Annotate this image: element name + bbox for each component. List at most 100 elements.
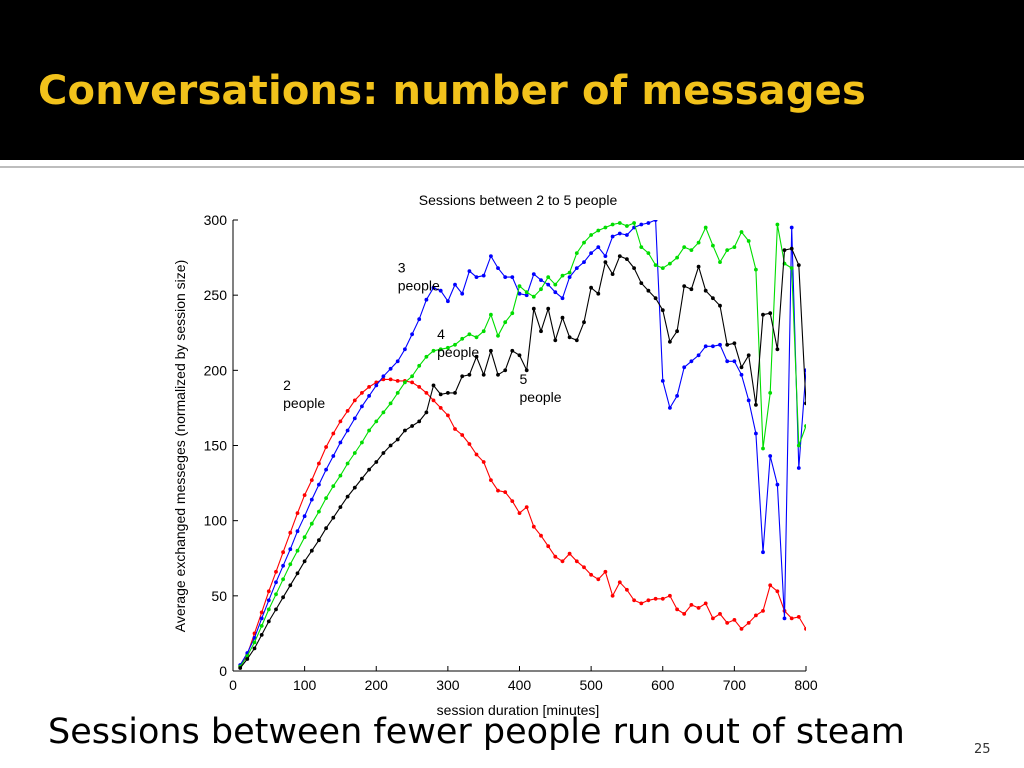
data-point	[331, 431, 336, 436]
data-point	[639, 601, 644, 606]
data-point	[388, 401, 393, 406]
series-2-people	[238, 377, 806, 669]
data-point	[703, 344, 708, 349]
data-point	[517, 291, 522, 296]
data-point	[646, 251, 651, 255]
data-point	[660, 379, 665, 383]
data-point	[381, 374, 386, 379]
data-point	[431, 348, 436, 353]
data-point	[345, 428, 350, 433]
data-point	[589, 233, 593, 237]
data-point	[496, 266, 500, 270]
data-point	[625, 233, 629, 237]
data-point	[574, 266, 579, 270]
data-point	[424, 354, 429, 359]
data-point	[675, 255, 679, 260]
data-point	[481, 372, 486, 377]
data-point	[266, 607, 271, 612]
data-point	[503, 320, 508, 325]
data-point	[302, 493, 307, 497]
y-tick-label: 150	[204, 438, 228, 454]
data-point	[517, 284, 522, 288]
data-point	[474, 354, 479, 359]
data-point	[632, 221, 636, 225]
data-point	[546, 282, 551, 287]
data-point	[395, 391, 400, 395]
data-point	[775, 347, 780, 352]
data-point	[732, 359, 737, 364]
data-point	[424, 410, 429, 415]
x-tick-label: 0	[229, 677, 237, 693]
data-point	[309, 521, 314, 526]
data-point	[775, 589, 780, 594]
x-tick-label: 400	[508, 677, 532, 693]
data-point	[352, 398, 357, 403]
data-point	[317, 509, 321, 514]
data-point	[474, 275, 479, 279]
data-point	[317, 461, 321, 466]
data-point	[796, 466, 801, 470]
data-point	[438, 392, 443, 397]
data-point	[489, 312, 493, 317]
data-point	[546, 275, 551, 279]
data-point	[711, 296, 715, 301]
data-point	[281, 595, 285, 600]
data-point	[768, 583, 773, 588]
data-point	[424, 391, 429, 395]
data-point	[789, 266, 794, 270]
data-point	[281, 577, 285, 582]
data-point	[761, 312, 765, 317]
data-point	[789, 616, 794, 621]
data-point	[467, 332, 472, 337]
data-point	[266, 598, 271, 603]
y-axis-label: Average exchanged messeges (normalized b…	[172, 260, 188, 633]
data-point	[675, 607, 679, 612]
slide-title: Conversations: number of messages	[38, 68, 867, 114]
data-point	[639, 222, 644, 227]
data-point	[574, 338, 579, 343]
data-point	[603, 260, 608, 264]
data-point	[660, 266, 665, 270]
line-chart: Sessions between 2 to 5 people 0 100 200 30…	[172, 192, 818, 718]
data-point	[446, 391, 450, 395]
series-4-people	[238, 221, 806, 669]
data-point	[281, 563, 285, 568]
annotation-unit: people	[398, 278, 440, 294]
data-point	[403, 380, 407, 385]
data-point	[718, 342, 722, 347]
data-point	[352, 416, 357, 421]
data-point	[617, 580, 622, 585]
data-point	[338, 473, 343, 478]
data-point	[388, 443, 393, 448]
data-point	[395, 437, 400, 442]
data-point	[546, 544, 551, 549]
data-point	[446, 345, 450, 350]
data-point	[367, 394, 371, 398]
data-point	[295, 571, 300, 576]
data-point	[446, 413, 450, 418]
data-point	[360, 476, 364, 481]
data-point	[610, 222, 615, 227]
data-point	[302, 559, 307, 564]
data-point	[782, 248, 787, 252]
data-point	[589, 285, 593, 290]
data-point	[374, 419, 379, 424]
annotation-count: 2	[283, 377, 291, 393]
data-point	[302, 514, 307, 519]
data-point	[288, 583, 293, 588]
data-point	[288, 562, 293, 567]
data-point	[739, 230, 744, 234]
data-point	[395, 379, 400, 383]
data-point	[453, 427, 457, 431]
data-point	[796, 615, 801, 619]
data-point	[625, 587, 629, 592]
data-point	[732, 341, 737, 346]
data-point	[496, 372, 500, 377]
data-point	[761, 609, 765, 613]
data-point	[646, 288, 651, 293]
data-point	[660, 596, 665, 601]
data-point	[338, 419, 343, 424]
data-point	[625, 257, 629, 261]
data-point	[338, 440, 343, 445]
data-point	[603, 569, 608, 574]
